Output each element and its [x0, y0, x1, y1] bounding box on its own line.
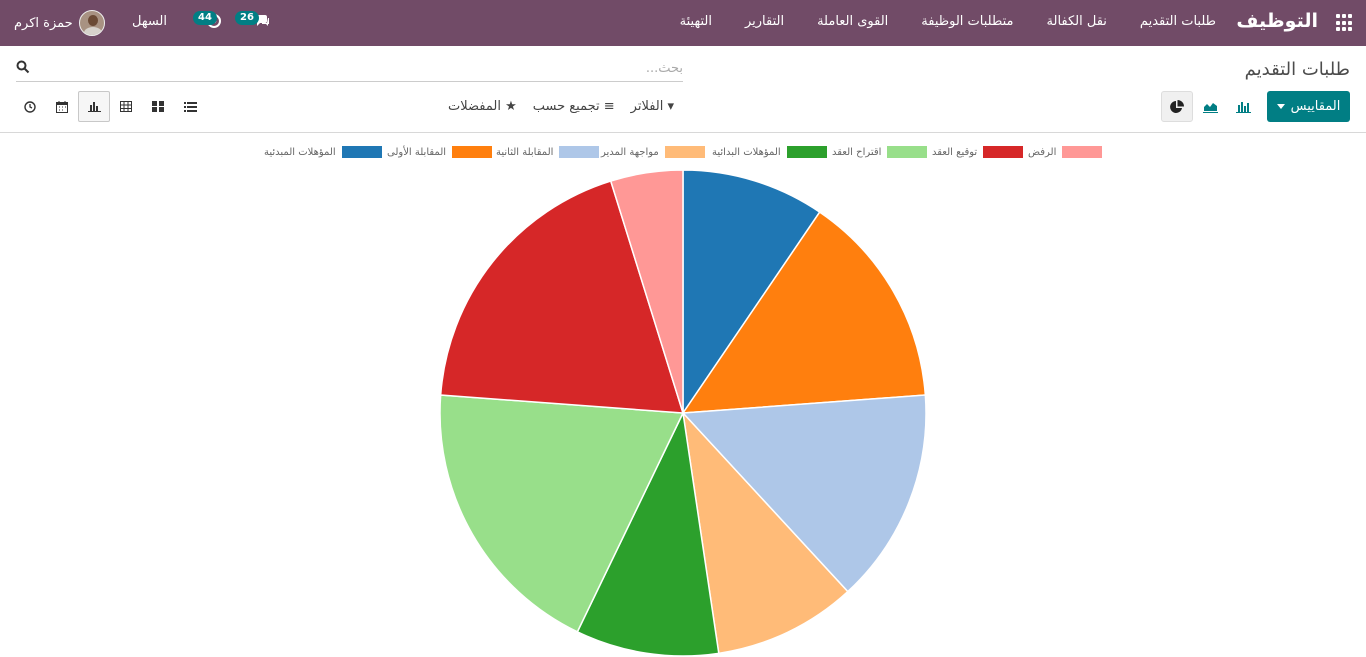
- legend-item[interactable]: اقتراح العقد: [832, 144, 928, 160]
- table-view-icon: [120, 101, 132, 112]
- legend-item[interactable]: الرفض: [1028, 144, 1103, 160]
- legend-swatch: [452, 146, 493, 158]
- activity-view-button[interactable]: [14, 91, 46, 122]
- area-chart-icon: [1202, 103, 1218, 113]
- kanban-view-icon: [152, 101, 164, 112]
- calendar-view-button[interactable]: [46, 91, 78, 122]
- list-view-icon: [183, 101, 197, 112]
- legend-item[interactable]: المقابلة الأولى: [387, 144, 493, 160]
- pie-slice-2[interactable]: [681, 394, 927, 593]
- search-input[interactable]: [43, 56, 683, 80]
- legend-label: المقابلة الثانية: [496, 146, 554, 158]
- pie-slice-6[interactable]: [439, 180, 685, 414]
- pie-chart-mode-button[interactable]: [1161, 91, 1193, 122]
- main-menu: طلبات التقديم نقل الكفالة متطلبات الوظيف…: [647, 14, 1216, 29]
- legend-label: المؤهلات البدائية: [712, 146, 781, 158]
- pie-chart-icon: [1170, 99, 1184, 113]
- apps-menu-icon[interactable]: [1334, 14, 1352, 32]
- legend-label: المقابلة الأولى: [387, 146, 447, 158]
- user-menu[interactable]: حمزة اكرم: [14, 10, 105, 36]
- avatar: [78, 10, 105, 36]
- bar-chart-mode-button[interactable]: [1227, 91, 1259, 122]
- line-chart-mode-button[interactable]: [1194, 91, 1226, 122]
- legend-label: الرفض: [1028, 146, 1057, 158]
- app-brand[interactable]: التوظيف: [1236, 10, 1318, 32]
- control-panel-divider: [0, 132, 1366, 133]
- page-title: طلبات التقديم: [1244, 59, 1350, 80]
- pie-slice-5[interactable]: [439, 394, 685, 633]
- group-by-toggle[interactable]: ≡ تجميع حسب: [532, 99, 615, 114]
- company-switcher[interactable]: السهل: [132, 14, 168, 29]
- list-view-button[interactable]: [174, 91, 206, 122]
- legend-item[interactable]: توقيع العقد: [932, 144, 1024, 160]
- legend-swatch: [341, 146, 382, 158]
- graph-view-button[interactable]: [78, 91, 110, 122]
- caret-down-icon: [1276, 103, 1285, 109]
- menu-item-reports[interactable]: التقارير: [744, 14, 785, 29]
- kanban-view-button[interactable]: [142, 91, 174, 122]
- filters-toggle[interactable]: ▾ الفلاتر: [630, 99, 675, 114]
- menu-item-workforce[interactable]: القوى العاملة: [817, 14, 889, 29]
- measures-dropdown-button[interactable]: المقاييس: [1267, 91, 1350, 122]
- legend-swatch: [664, 146, 705, 158]
- search-icon[interactable]: [16, 59, 30, 78]
- legend-item[interactable]: المقابلة الثانية: [496, 144, 600, 160]
- legend-label: المؤهلات المبدئية: [264, 146, 336, 158]
- chart-legend: المؤهلات المبدئية المقابلة الأولى المقاب…: [0, 144, 1366, 160]
- search-panel-toggles: ▾ الفلاتر ≡ تجميع حسب ★ المفضلات: [448, 99, 674, 114]
- pie-slice-7[interactable]: [609, 169, 684, 414]
- legend-swatch: [1062, 146, 1103, 158]
- legend-label: مواجهة المدير: [601, 146, 659, 158]
- legend-label: اقتراح العقد: [832, 146, 882, 158]
- legend-swatch: [983, 146, 1024, 158]
- menu-item-applications[interactable]: طلبات التقديم: [1139, 14, 1216, 29]
- pie-slice-3[interactable]: [681, 410, 849, 655]
- bar-chart-icon: [87, 102, 101, 112]
- search-bar: [16, 56, 683, 82]
- pie-slice-0[interactable]: [682, 169, 821, 416]
- user-name: حمزة اكرم: [14, 15, 73, 31]
- pivot-view-button[interactable]: [110, 91, 142, 122]
- calendar-icon: [56, 100, 68, 113]
- legend-label: توقيع العقد: [932, 146, 978, 158]
- menu-item-job-requirements[interactable]: متطلبات الوظيفة: [921, 14, 1014, 29]
- top-navbar: التوظيف طلبات التقديم نقل الكفالة متطلبا…: [0, 0, 1366, 46]
- legend-swatch: [559, 146, 600, 158]
- pie-slice-4[interactable]: [576, 410, 720, 657]
- legend-swatch: [887, 146, 928, 158]
- measures-label: المقاييس: [1290, 99, 1341, 114]
- legend-item[interactable]: مواجهة المدير: [601, 144, 705, 160]
- menu-item-sponsorship-transfer[interactable]: نقل الكفالة: [1046, 14, 1107, 29]
- legend-item[interactable]: المؤهلات المبدئية: [264, 144, 382, 160]
- pie-slice-1[interactable]: [681, 211, 927, 414]
- activities-badge: 44: [193, 11, 217, 25]
- messages-badge: 26: [235, 11, 259, 25]
- favorites-toggle[interactable]: ★ المفضلات: [448, 99, 517, 114]
- clock-icon: [24, 100, 36, 113]
- bar-chart-icon: [1235, 102, 1251, 113]
- menu-item-configuration[interactable]: التهيئة: [679, 14, 712, 29]
- legend-swatch: [786, 146, 827, 158]
- legend-item[interactable]: المؤهلات البدائية: [712, 144, 827, 160]
